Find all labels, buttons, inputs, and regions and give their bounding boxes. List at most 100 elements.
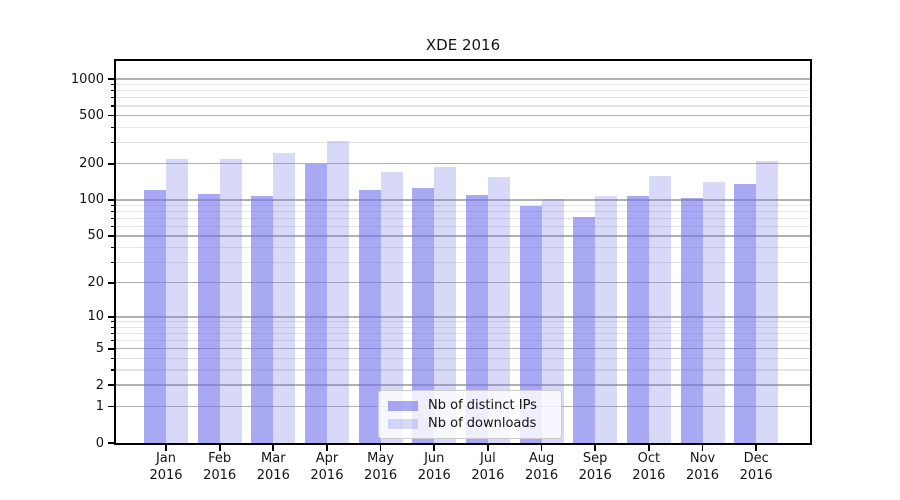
gridline-major	[116, 235, 810, 237]
gridline-major	[116, 384, 810, 386]
x-tick-label: Dec 2016	[739, 451, 773, 483]
x-tick-mark	[594, 444, 597, 451]
legend-item-downloads: Nb of downloads	[388, 415, 552, 432]
y-minor-tick-mark	[111, 339, 115, 342]
gridline-minor	[116, 326, 810, 328]
y-tick-mark	[108, 199, 115, 201]
x-tick-mark	[165, 444, 167, 451]
x-tick-label: Jun 2016	[417, 451, 451, 483]
bar-distinct-ips	[197, 194, 220, 443]
y-minor-tick-mark	[111, 84, 115, 86]
y-minor-tick-mark	[111, 141, 115, 143]
bar-downloads	[756, 160, 779, 443]
spine-right	[810, 59, 812, 445]
gridline-minor	[116, 90, 810, 92]
bar-downloads	[273, 153, 296, 443]
gridline-minor	[116, 321, 810, 323]
bar-distinct-ips	[144, 189, 166, 443]
y-minor-tick-mark	[111, 321, 115, 323]
gridline-minor	[116, 246, 810, 248]
spine-top	[114, 59, 812, 61]
spine-bottom	[114, 443, 812, 445]
y-minor-tick-mark	[111, 90, 115, 92]
bar-distinct-ips	[519, 205, 542, 443]
y-minor-tick-mark	[111, 357, 115, 359]
gridline-minor	[116, 97, 810, 99]
x-tick-mark	[647, 444, 650, 451]
bar-distinct-ips	[573, 217, 596, 443]
x-tick-label: Jan 2016	[149, 451, 183, 483]
bar-distinct-ips	[626, 196, 649, 443]
y-minor-tick-mark	[111, 210, 115, 213]
bar-downloads	[702, 181, 725, 443]
y-tick-label: 20	[87, 275, 104, 291]
x-tick-mark	[540, 444, 543, 451]
gridline-major	[116, 162, 810, 165]
bar-distinct-ips	[412, 187, 435, 443]
y-tick-label: 0	[95, 435, 104, 451]
bar-distinct-ips	[358, 190, 381, 443]
y-tick-label: 5	[95, 341, 104, 357]
gridline-major	[116, 114, 810, 117]
x-tick-label: Aug 2016	[525, 451, 559, 483]
y-minor-tick-mark	[111, 225, 115, 228]
gridline-minor	[116, 141, 810, 143]
x-tick-label: Sep 2016	[578, 451, 612, 483]
gridline-minor	[116, 217, 810, 220]
legend-item-distinct-ips: Nb of distinct IPs	[388, 397, 552, 414]
y-minor-tick-mark	[111, 261, 115, 263]
x-tick-label: Feb 2016	[203, 451, 237, 483]
bar-downloads	[541, 199, 564, 443]
y-tick-label: 50	[87, 228, 104, 244]
gridline-minor	[116, 357, 810, 359]
x-tick-label: Mar 2016	[256, 451, 290, 483]
gridline-minor	[116, 105, 810, 107]
x-tick-mark	[326, 444, 328, 451]
x-tick-label: May 2016	[364, 451, 398, 483]
x-tick-mark	[218, 444, 221, 451]
gridline-major	[116, 281, 810, 284]
gridline-minor	[116, 332, 810, 335]
bar-downloads	[487, 177, 510, 443]
y-tick-label: 1	[95, 398, 104, 414]
y-minor-tick-mark	[111, 246, 115, 248]
y-minor-tick-mark	[111, 332, 115, 335]
y-tick-mark	[108, 405, 115, 408]
x-tick-mark	[272, 444, 275, 451]
y-tick-mark	[108, 315, 115, 318]
y-tick-mark	[108, 114, 115, 117]
bar-distinct-ips	[251, 195, 274, 443]
gridline-minor	[116, 339, 810, 342]
gridline-minor	[116, 210, 810, 213]
y-tick-label: 200	[79, 156, 104, 172]
x-tick-label: Nov 2016	[685, 451, 720, 483]
bar-distinct-ips	[465, 194, 488, 443]
y-tick-mark	[108, 384, 115, 387]
legend: Nb of distinct IPs Nb of downloads	[378, 390, 562, 439]
gridline-minor	[116, 84, 810, 86]
y-tick-mark	[108, 442, 115, 444]
bar-distinct-ips	[680, 197, 703, 443]
x-tick-mark	[487, 444, 489, 451]
gridline-minor	[116, 261, 810, 263]
y-tick-label: 2	[95, 377, 104, 393]
gridline-major	[116, 199, 810, 201]
legend-label-downloads: Nb of downloads	[428, 416, 537, 431]
x-tick-label: Oct 2016	[632, 451, 666, 483]
gridline-minor	[116, 204, 810, 207]
legend-swatch-downloads	[388, 418, 418, 429]
y-minor-tick-mark	[111, 204, 115, 206]
y-tick-mark	[108, 234, 115, 237]
chart-title: XDE 2016	[425, 36, 501, 54]
legend-swatch-distinct-ips	[388, 400, 418, 411]
bar-downloads	[648, 176, 671, 443]
bar-distinct-ips	[734, 183, 757, 443]
bar-downloads	[166, 159, 188, 443]
gridline-major	[116, 315, 810, 318]
y-tick-mark	[108, 162, 115, 165]
bar-downloads	[380, 172, 403, 443]
y-minor-tick-mark	[111, 326, 115, 328]
gridline-minor	[116, 225, 810, 228]
y-tick-label: 500	[79, 108, 104, 124]
